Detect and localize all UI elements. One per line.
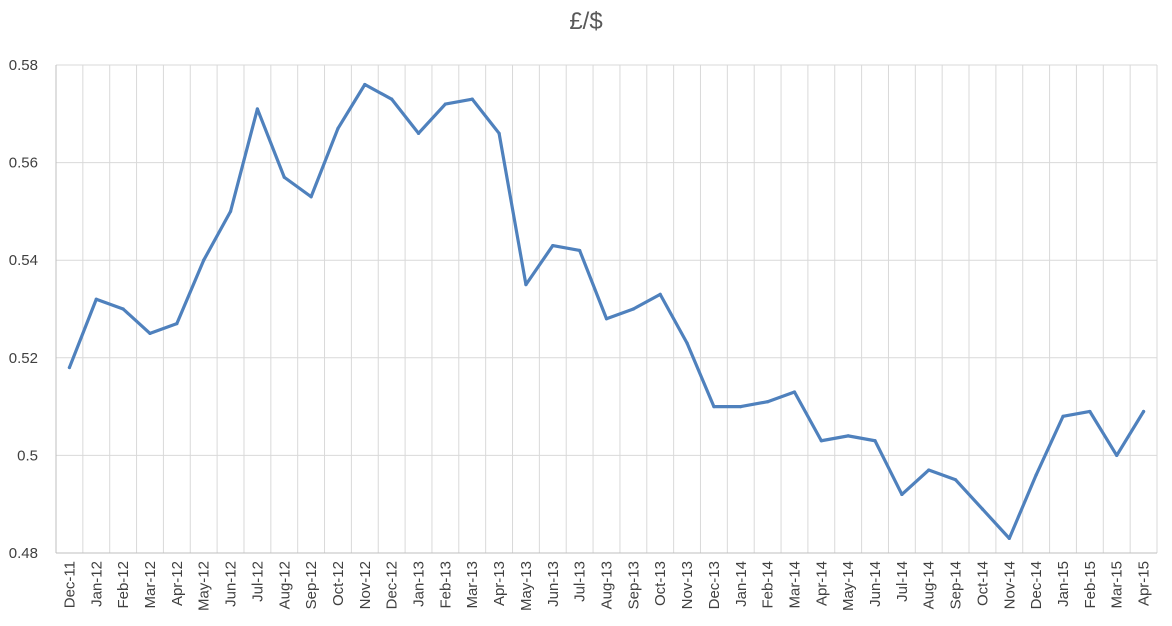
- data-point: [1034, 473, 1038, 477]
- x-tick-label: May-13: [518, 561, 535, 611]
- x-tick-label: Jul-12: [249, 561, 266, 602]
- data-point: [175, 322, 179, 326]
- x-axis-ticks: Dec-11 Jan-12 Feb-12 Mar-12 Apr-12 May-12 Jun-…: [61, 561, 1152, 611]
- data-point: [900, 492, 904, 497]
- x-tick-label: Jul-14: [894, 561, 911, 602]
- data-point: [1007, 536, 1011, 540]
- data-point: [819, 439, 823, 443]
- x-tick-label: Jan-12: [88, 561, 105, 607]
- x-tick-label: Feb-14: [760, 561, 777, 609]
- y-tick-label: 0.52: [9, 350, 38, 367]
- x-tick-label: Feb-15: [1082, 561, 1099, 609]
- x-tick-label: Dec-13: [706, 561, 723, 609]
- x-tick-label: Nov-13: [679, 561, 696, 609]
- x-tick-label: Feb-12: [115, 561, 132, 609]
- x-tick-label: Jun-13: [545, 561, 562, 607]
- data-point: [1061, 414, 1065, 418]
- x-tick-label: Sep-13: [625, 561, 642, 609]
- data-point: [67, 365, 72, 370]
- series-line: [67, 82, 1146, 540]
- x-tick-label: Oct-14: [974, 561, 991, 606]
- x-tick-label: Oct-13: [652, 561, 669, 606]
- data-point: [953, 478, 958, 482]
- x-tick-label: Aug-12: [276, 561, 293, 609]
- data-point: [416, 131, 421, 135]
- y-tick-label: 0.5: [17, 447, 38, 464]
- data-point: [228, 209, 233, 213]
- data-point: [739, 405, 743, 409]
- data-point: [980, 507, 985, 511]
- data-point: [497, 131, 501, 135]
- data-point: [658, 292, 662, 296]
- data-point: [604, 317, 609, 321]
- x-tick-label: Jan-15: [1055, 561, 1072, 607]
- x-tick-label: Dec-12: [384, 561, 401, 609]
- data-point: [470, 97, 474, 101]
- x-tick-label: Mar-15: [1109, 561, 1126, 609]
- data-point: [685, 341, 689, 345]
- x-tick-label: Apr-15: [1136, 561, 1153, 606]
- x-tick-label: Jul-13: [572, 561, 589, 602]
- y-tick-label: 0.48: [9, 545, 38, 562]
- data-point: [202, 258, 206, 262]
- x-tick-label: Feb-13: [437, 561, 454, 609]
- x-tick-label: Dec-14: [1028, 561, 1045, 609]
- data-point: [524, 283, 528, 287]
- data-point: [712, 405, 716, 409]
- x-tick-label: Apr-14: [813, 561, 830, 606]
- data-point: [148, 331, 152, 335]
- x-tick-label: Dec-11: [61, 561, 78, 608]
- chart-title: £/$: [569, 8, 603, 35]
- data-point: [390, 97, 394, 101]
- data-point: [846, 434, 850, 438]
- data-point: [443, 102, 447, 106]
- data-point: [873, 439, 877, 443]
- data-point: [927, 468, 931, 472]
- x-tick-label: Jun-14: [867, 561, 884, 607]
- grid-layer: [55, 64, 1158, 554]
- data-point: [792, 390, 797, 394]
- x-tick-label: Sep-12: [303, 561, 320, 609]
- x-tick-label: Nov-12: [357, 561, 374, 609]
- x-tick-label: May-14: [840, 561, 857, 611]
- data-point: [121, 307, 125, 311]
- y-tick-label: 0.58: [9, 57, 38, 74]
- x-tick-label: Sep-14: [948, 561, 965, 609]
- y-axis-ticks: 0.48 0.5 0.52 0.54 0.56 0.58: [9, 57, 38, 562]
- data-point: [578, 248, 582, 253]
- data-point: [282, 175, 286, 179]
- data-point: [336, 126, 340, 131]
- data-point: [766, 400, 770, 404]
- x-tick-label: Mar-13: [464, 561, 481, 609]
- x-tick-label: Aug-14: [921, 561, 938, 609]
- x-tick-label: Mar-12: [142, 561, 159, 609]
- data-point: [1115, 453, 1119, 457]
- x-tick-label: Apr-13: [491, 561, 508, 606]
- axis-layer: [55, 65, 1157, 554]
- x-tick-label: Aug-13: [599, 561, 616, 609]
- data-point: [1088, 409, 1092, 414]
- x-tick-label: Jun-12: [223, 561, 240, 607]
- data-point: [363, 82, 367, 87]
- x-tick-label: Oct-12: [330, 561, 347, 606]
- data-point: [255, 107, 260, 111]
- x-tick-label: Jan-13: [411, 561, 428, 607]
- data-point: [631, 307, 635, 311]
- y-tick-label: 0.56: [9, 155, 38, 172]
- x-tick-label: May-12: [196, 561, 213, 611]
- x-tick-label: Mar-14: [786, 561, 803, 609]
- data-point: [94, 297, 98, 301]
- y-tick-label: 0.54: [9, 252, 38, 269]
- data-point: [309, 195, 313, 199]
- data-point: [551, 243, 555, 248]
- data-point: [1141, 409, 1146, 414]
- series-layer: [67, 82, 1146, 540]
- x-tick-label: Apr-12: [169, 561, 186, 606]
- x-tick-label: Jan-14: [733, 561, 750, 607]
- x-tick-label: Nov-14: [1001, 561, 1018, 609]
